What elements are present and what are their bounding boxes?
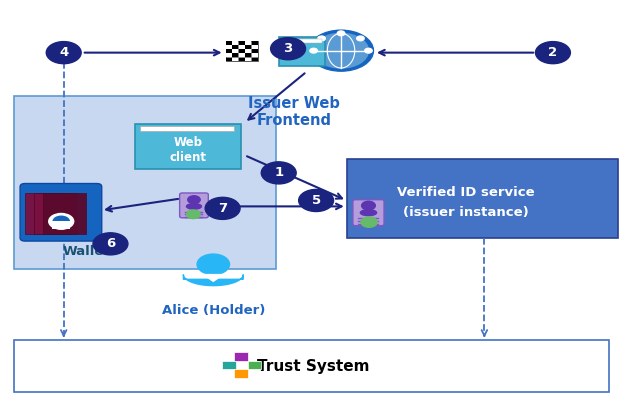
Circle shape <box>357 36 364 41</box>
Polygon shape <box>203 275 223 281</box>
FancyBboxPatch shape <box>226 41 232 45</box>
FancyBboxPatch shape <box>14 96 275 270</box>
FancyBboxPatch shape <box>226 58 232 61</box>
FancyBboxPatch shape <box>353 200 384 226</box>
FancyBboxPatch shape <box>347 159 618 238</box>
FancyBboxPatch shape <box>222 360 236 369</box>
FancyBboxPatch shape <box>232 49 239 53</box>
Text: 4: 4 <box>59 46 68 59</box>
Ellipse shape <box>187 204 202 209</box>
Polygon shape <box>183 275 243 285</box>
FancyBboxPatch shape <box>43 193 86 233</box>
Text: Issuer Web
Frontend: Issuer Web Frontend <box>249 96 341 128</box>
Circle shape <box>197 254 230 275</box>
Circle shape <box>188 196 200 204</box>
FancyBboxPatch shape <box>34 193 78 233</box>
Circle shape <box>205 197 240 220</box>
FancyBboxPatch shape <box>25 193 69 233</box>
FancyBboxPatch shape <box>252 49 258 53</box>
Ellipse shape <box>361 210 377 216</box>
Circle shape <box>270 38 305 60</box>
Text: 6: 6 <box>106 237 115 251</box>
FancyBboxPatch shape <box>282 39 322 43</box>
FancyBboxPatch shape <box>239 41 245 45</box>
FancyBboxPatch shape <box>252 45 258 49</box>
FancyBboxPatch shape <box>226 45 232 49</box>
FancyBboxPatch shape <box>140 125 235 131</box>
Circle shape <box>299 189 334 212</box>
FancyBboxPatch shape <box>235 352 248 360</box>
Circle shape <box>187 210 200 219</box>
FancyBboxPatch shape <box>252 41 258 45</box>
FancyBboxPatch shape <box>245 41 251 45</box>
Circle shape <box>309 30 374 71</box>
Circle shape <box>365 48 372 53</box>
Circle shape <box>535 42 570 64</box>
FancyBboxPatch shape <box>239 45 245 49</box>
Text: Trust System: Trust System <box>257 358 369 374</box>
FancyBboxPatch shape <box>245 58 251 61</box>
Circle shape <box>261 162 296 184</box>
Text: 7: 7 <box>218 202 227 215</box>
Text: Verified ID service: Verified ID service <box>397 186 535 199</box>
FancyBboxPatch shape <box>252 58 258 61</box>
FancyBboxPatch shape <box>226 54 232 57</box>
Circle shape <box>362 201 376 210</box>
FancyBboxPatch shape <box>226 41 258 61</box>
Text: 3: 3 <box>284 42 293 55</box>
Text: 1: 1 <box>274 166 284 179</box>
FancyBboxPatch shape <box>226 49 232 53</box>
FancyBboxPatch shape <box>20 183 102 241</box>
FancyBboxPatch shape <box>279 37 326 66</box>
FancyBboxPatch shape <box>232 54 239 57</box>
Circle shape <box>361 217 377 227</box>
FancyBboxPatch shape <box>239 49 245 53</box>
FancyBboxPatch shape <box>232 41 239 45</box>
Text: Web
client: Web client <box>170 137 207 164</box>
Circle shape <box>337 31 345 36</box>
FancyBboxPatch shape <box>239 54 245 57</box>
Circle shape <box>93 233 128 255</box>
Circle shape <box>318 36 326 41</box>
FancyBboxPatch shape <box>180 193 208 218</box>
FancyBboxPatch shape <box>135 123 242 169</box>
FancyBboxPatch shape <box>232 45 239 49</box>
FancyBboxPatch shape <box>14 340 609 392</box>
Circle shape <box>310 48 317 53</box>
FancyBboxPatch shape <box>245 45 251 49</box>
FancyBboxPatch shape <box>252 54 258 57</box>
FancyBboxPatch shape <box>235 369 248 378</box>
Text: 2: 2 <box>548 46 558 59</box>
FancyBboxPatch shape <box>245 49 251 53</box>
FancyBboxPatch shape <box>245 54 251 57</box>
Circle shape <box>314 33 369 68</box>
Text: Wallet: Wallet <box>63 245 110 258</box>
Text: Alice (Holder): Alice (Holder) <box>162 304 265 317</box>
Text: (issuer instance): (issuer instance) <box>403 206 528 219</box>
Text: 5: 5 <box>312 194 321 207</box>
FancyBboxPatch shape <box>53 221 70 229</box>
FancyBboxPatch shape <box>232 58 239 61</box>
Circle shape <box>53 216 69 227</box>
FancyBboxPatch shape <box>247 360 261 369</box>
Circle shape <box>46 42 81 64</box>
Circle shape <box>49 214 74 229</box>
FancyBboxPatch shape <box>239 58 245 61</box>
